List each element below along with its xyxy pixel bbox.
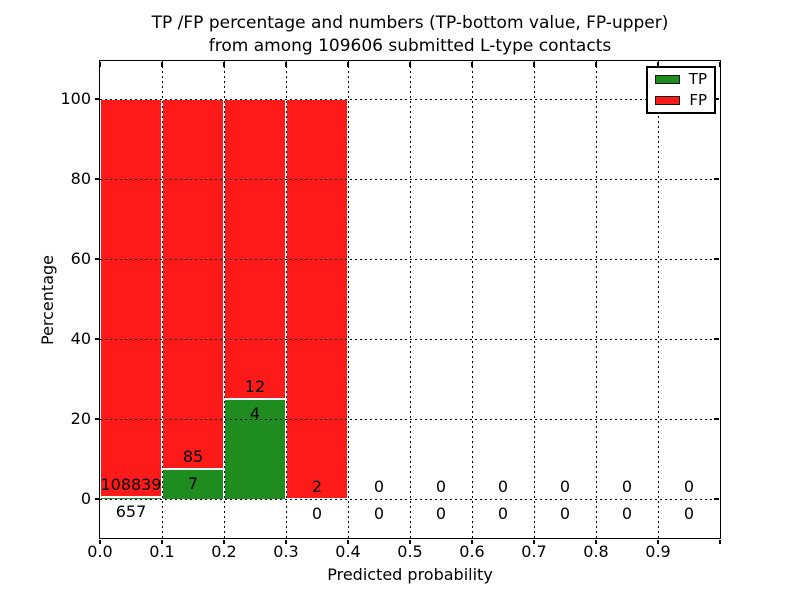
x-tick-mark bbox=[99, 62, 101, 67]
bar-fp-segment bbox=[224, 99, 286, 399]
bar-fp-segment bbox=[286, 99, 348, 499]
legend-label-tp: TP bbox=[688, 70, 707, 88]
plot-area bbox=[99, 60, 721, 539]
x-tick-mark bbox=[471, 539, 473, 544]
x-tick-mark bbox=[285, 62, 287, 67]
x-tick-mark bbox=[161, 62, 163, 67]
x-tick-mark bbox=[595, 62, 597, 67]
x-tick-mark bbox=[533, 539, 535, 544]
x-tick-mark bbox=[161, 539, 163, 544]
bar-fp-segment bbox=[100, 99, 162, 497]
legend-swatch-fp bbox=[655, 96, 681, 105]
y-tick-mark bbox=[714, 338, 719, 340]
x-tick-label: 0.0 bbox=[87, 542, 113, 561]
legend-row-fp: FP bbox=[655, 93, 707, 108]
y-tick-mark bbox=[714, 178, 719, 180]
bar-tp-segment bbox=[224, 399, 286, 499]
y-tick-mark bbox=[714, 98, 719, 100]
fp-count-label: 85 bbox=[182, 446, 204, 466]
chart-title: TP /FP percentage and numbers (TP-bottom… bbox=[152, 12, 669, 58]
y-tick-mark bbox=[714, 258, 719, 260]
bar-fp-segment bbox=[162, 99, 224, 469]
x-tick-label: 0.6 bbox=[459, 542, 485, 561]
v-gridline bbox=[347, 61, 349, 538]
chart-title-line2: from among 109606 submitted L-type conta… bbox=[208, 36, 612, 56]
y-tick-mark bbox=[714, 498, 719, 500]
x-tick-mark bbox=[347, 62, 349, 67]
y-tick-mark bbox=[94, 178, 99, 180]
y-tick-label: 0 bbox=[80, 489, 91, 508]
tp-count-label: 4 bbox=[249, 404, 261, 423]
v-gridline bbox=[657, 61, 659, 538]
x-tick-mark bbox=[99, 539, 101, 544]
y-tick-mark bbox=[94, 418, 99, 420]
v-gridline bbox=[223, 61, 225, 538]
x-tick-mark bbox=[719, 539, 721, 544]
legend-swatch-tp bbox=[655, 75, 680, 84]
y-axis-label: Percentage bbox=[38, 254, 57, 346]
v-gridline bbox=[161, 61, 163, 538]
v-gridline bbox=[595, 61, 597, 538]
y-tick-label: 20 bbox=[70, 409, 91, 428]
x-tick-label: 0.1 bbox=[149, 542, 175, 561]
tp-count-label: 0 bbox=[621, 504, 633, 523]
v-gridline bbox=[471, 61, 473, 538]
x-tick-label: 0.5 bbox=[397, 542, 423, 561]
x-tick-label: 0.4 bbox=[335, 542, 361, 561]
x-tick-mark bbox=[719, 62, 721, 67]
fp-count-label: 0 bbox=[497, 477, 509, 496]
tp-count-label: 7 bbox=[187, 473, 199, 493]
x-tick-mark bbox=[347, 539, 349, 544]
x-tick-mark bbox=[409, 62, 411, 67]
y-tick-mark bbox=[714, 418, 719, 420]
x-tick-mark bbox=[657, 62, 659, 67]
y-tick-mark bbox=[94, 498, 99, 500]
tp-count-label: 0 bbox=[683, 504, 695, 523]
fp-count-label: 0 bbox=[621, 477, 633, 496]
y-tick-mark bbox=[94, 258, 99, 260]
x-tick-label: 0.8 bbox=[583, 542, 609, 561]
tp-count-label: 0 bbox=[373, 504, 385, 523]
chart-title-line1: TP /FP percentage and numbers (TP-bottom… bbox=[151, 13, 669, 33]
tp-count-label: 0 bbox=[435, 504, 447, 523]
v-gridline bbox=[285, 61, 287, 538]
x-axis-label: Predicted probability bbox=[327, 565, 493, 584]
fp-count-label: 2 bbox=[311, 477, 323, 496]
y-tick-label: 80 bbox=[70, 169, 91, 188]
x-tick-mark bbox=[409, 539, 411, 544]
y-tick-mark bbox=[94, 98, 99, 100]
fp-count-label: 0 bbox=[373, 477, 385, 496]
y-tick-label: 100 bbox=[60, 89, 91, 108]
tp-count-label: 0 bbox=[559, 504, 571, 523]
x-tick-mark bbox=[471, 62, 473, 67]
legend-box: TP FP bbox=[646, 66, 716, 114]
fp-count-label: 0 bbox=[559, 477, 571, 496]
y-tick-label: 60 bbox=[70, 249, 91, 268]
x-tick-mark bbox=[285, 539, 287, 544]
x-tick-mark bbox=[595, 539, 597, 544]
x-tick-label: 0.2 bbox=[211, 542, 237, 561]
x-tick-mark bbox=[533, 62, 535, 67]
bar-tp-segment bbox=[162, 468, 224, 499]
v-gridline bbox=[533, 61, 535, 538]
x-tick-mark bbox=[223, 539, 225, 544]
x-tick-label: 0.3 bbox=[273, 542, 299, 561]
x-tick-label: 0.7 bbox=[521, 542, 547, 561]
fp-count-label: 12 bbox=[244, 377, 266, 396]
tp-count-label: 657 bbox=[115, 501, 147, 521]
fp-count-label: 108839 bbox=[100, 474, 162, 494]
tp-count-label: 0 bbox=[311, 504, 323, 523]
x-tick-label: 0.9 bbox=[645, 542, 671, 561]
legend-row-tp: TP bbox=[655, 72, 707, 87]
x-tick-mark bbox=[657, 539, 659, 544]
tp-count-label: 0 bbox=[497, 504, 509, 523]
fp-count-label: 0 bbox=[683, 477, 695, 496]
fp-count-label: 0 bbox=[435, 477, 447, 496]
y-tick-label: 40 bbox=[70, 329, 91, 348]
v-gridline bbox=[409, 61, 411, 538]
legend-label-fp: FP bbox=[689, 91, 707, 109]
x-tick-mark bbox=[223, 62, 225, 67]
y-tick-mark bbox=[94, 338, 99, 340]
